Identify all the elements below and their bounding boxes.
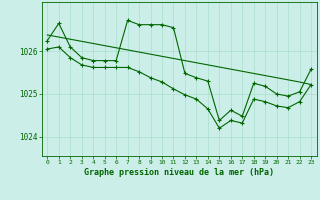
X-axis label: Graphe pression niveau de la mer (hPa): Graphe pression niveau de la mer (hPa) [84, 168, 274, 177]
